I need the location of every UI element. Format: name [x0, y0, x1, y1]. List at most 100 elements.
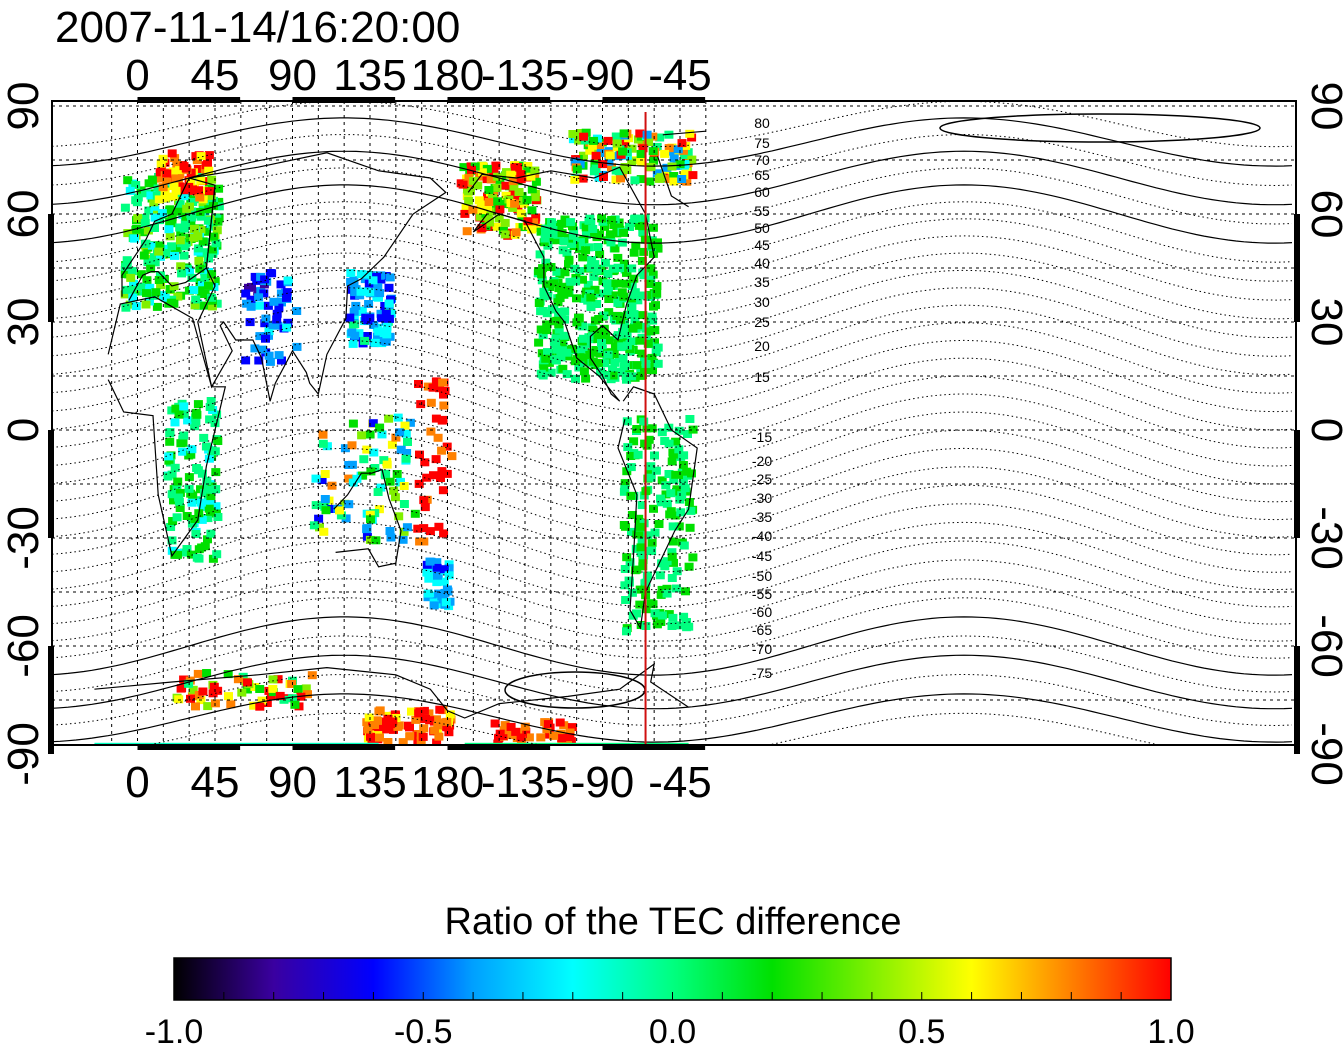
bottom-lon-tick-label: -135 — [481, 758, 569, 807]
tec-patch — [537, 276, 547, 285]
colorbar-tick-label: 0.5 — [898, 1013, 945, 1048]
tec-patch — [161, 249, 171, 257]
tec-patch — [199, 433, 209, 442]
tec-patch — [423, 382, 433, 391]
tec-patch — [646, 473, 656, 482]
tec-patch — [610, 342, 620, 351]
tec-patch — [667, 548, 677, 557]
tec-patch — [546, 263, 556, 271]
tec-patch — [557, 282, 567, 291]
tec-patch — [241, 356, 251, 365]
tec-patch — [530, 193, 540, 202]
tec-patch — [276, 280, 286, 289]
tec-patch — [568, 344, 577, 353]
tec-patch — [192, 156, 202, 165]
tec-patch — [120, 203, 130, 212]
tec-patch — [514, 188, 524, 196]
tec-patch — [648, 366, 657, 375]
tec-patch — [473, 181, 483, 190]
tec-patch — [493, 172, 503, 181]
tec-patch — [396, 445, 406, 454]
tec-patch — [661, 481, 671, 490]
tec-patch — [622, 341, 632, 350]
tec-patch — [530, 166, 540, 175]
tec-patch — [389, 486, 399, 495]
tec-patch — [613, 253, 623, 262]
tec-patch — [348, 419, 358, 428]
tec-patch — [204, 166, 214, 175]
tec-patch — [611, 166, 621, 175]
tec-patch — [186, 550, 196, 559]
mag-contour — [52, 578, 1293, 642]
tec-patch — [564, 260, 573, 269]
tec-patch — [657, 585, 667, 594]
tec-patch — [432, 563, 442, 572]
tec-patch — [369, 321, 379, 329]
tec-patch — [565, 728, 575, 737]
tec-patch — [627, 588, 637, 597]
mag-contour — [52, 218, 1293, 282]
tec-patch — [559, 331, 569, 340]
tec-patch — [679, 451, 689, 460]
tec-patch — [194, 186, 203, 195]
tec-patch — [486, 175, 496, 184]
tec-patch — [204, 454, 214, 463]
tec-patch — [384, 314, 394, 323]
tec-patch — [657, 611, 667, 620]
tec-patch — [564, 255, 574, 264]
tec-patch — [213, 513, 223, 521]
tec-patch — [635, 129, 645, 138]
tec-patch — [419, 724, 429, 733]
tec-patch — [591, 151, 601, 160]
tec-patch — [429, 601, 439, 610]
coastline — [189, 152, 447, 402]
tec-patch — [587, 141, 597, 150]
tec-patch — [398, 535, 408, 544]
tec-patch — [394, 512, 404, 521]
tec-patch — [591, 164, 601, 173]
tec-patch — [464, 173, 474, 182]
tec-patch — [205, 415, 215, 424]
tec-patch — [571, 277, 581, 286]
tec-patch — [364, 300, 374, 308]
left-lat-tick-label: -60 — [0, 614, 48, 678]
tec-patch — [605, 356, 615, 364]
tec-patch — [546, 368, 556, 377]
bottom-lon-tick-label: 90 — [268, 758, 317, 807]
tec-patch — [357, 306, 367, 315]
tec-patch — [603, 287, 613, 295]
tec-patch — [174, 207, 183, 216]
tec-patch — [207, 270, 217, 279]
tec-patch — [669, 475, 679, 484]
tec-patch — [584, 216, 594, 225]
tec-patch — [508, 203, 518, 212]
tec-patch — [642, 424, 652, 433]
tec-patch — [181, 212, 191, 221]
tec-patch — [592, 300, 602, 308]
tec-patch — [392, 470, 402, 478]
mag-contour — [52, 375, 1293, 449]
tec-patch — [213, 686, 223, 695]
tec-patch — [570, 157, 580, 166]
contour-label: -55 — [752, 586, 772, 602]
tec-patch — [637, 158, 647, 166]
tec-patch — [207, 245, 217, 254]
tec-patch — [377, 430, 387, 439]
tec-patch — [657, 476, 667, 485]
bottom-lon-tick-label: 45 — [191, 758, 240, 807]
mag-contour — [52, 322, 1293, 394]
tec-patch — [167, 546, 177, 555]
tec-patch — [242, 299, 252, 308]
tec-patch — [648, 132, 658, 141]
tec-patch — [433, 721, 443, 730]
tec-patch — [500, 218, 510, 227]
tec-patch — [666, 507, 676, 516]
tec-patch — [683, 430, 692, 438]
tec-patch — [373, 716, 382, 725]
tec-patch — [375, 289, 385, 298]
tec-patch — [570, 264, 580, 273]
mag-contour — [52, 269, 1293, 339]
mag-contour — [52, 150, 1293, 206]
tec-patch — [360, 275, 370, 284]
mag-contour — [52, 133, 1293, 187]
